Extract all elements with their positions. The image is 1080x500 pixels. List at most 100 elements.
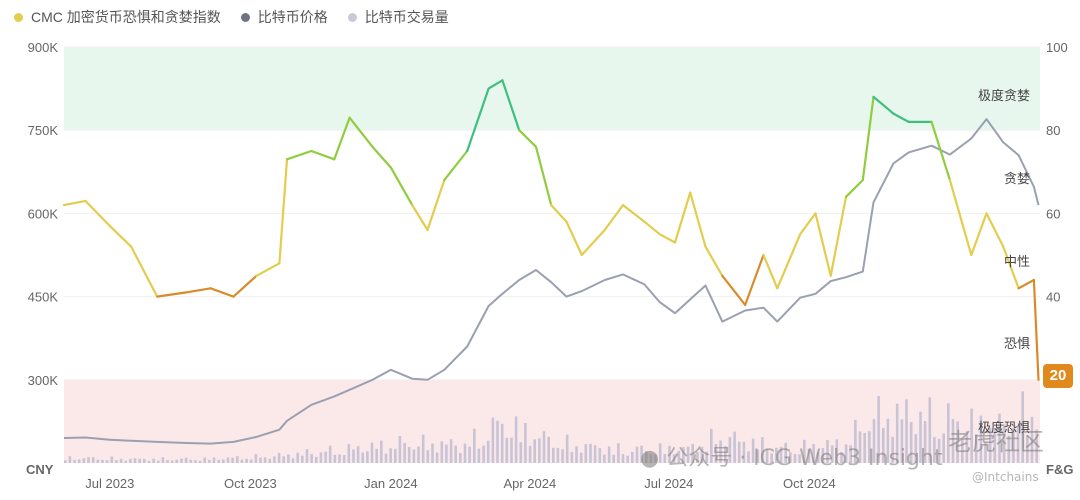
fg-line-segment (643, 220, 661, 236)
volume-bar (965, 431, 969, 463)
volume-bar (263, 457, 267, 463)
volume-bar (900, 419, 904, 463)
volume-bar (380, 440, 383, 463)
volume-bar (143, 458, 146, 463)
volume-bar (333, 454, 337, 463)
volume-bar (505, 437, 509, 463)
volume-bar (454, 445, 457, 463)
volume-bar (937, 438, 941, 463)
legend-dot-price (240, 12, 250, 22)
volume-bar (914, 434, 918, 463)
volume-bar (91, 457, 95, 463)
volume-bar (189, 459, 193, 463)
volume-bar (993, 430, 997, 463)
wechat-icon: ● (640, 446, 660, 471)
volume-bar (654, 454, 657, 463)
fg-line-segment (744, 253, 765, 306)
legend-item-price[interactable]: 比特币价格 (240, 7, 328, 27)
left-tick-label: 450K (28, 290, 59, 305)
volume-bar (361, 452, 364, 463)
fg-line-segment (466, 87, 490, 153)
volume-bar (315, 456, 318, 463)
volume-bar (737, 441, 741, 463)
volume-bar (231, 457, 234, 463)
legend-label-price: 比特币价格 (257, 9, 328, 25)
volume-bar (370, 442, 374, 463)
volume-bar (998, 413, 1001, 463)
volume-bar (222, 459, 225, 463)
legend-item-fg[interactable]: CMC 加密货币恐惧和贪婪指数 (14, 7, 221, 27)
volume-bar (180, 458, 183, 463)
volume-bar (598, 448, 602, 463)
price-line-group (63, 118, 1040, 445)
volume-bar (291, 458, 295, 463)
fg-line-segment (84, 199, 111, 227)
volume-bar (115, 460, 118, 463)
volume-bar (593, 445, 597, 463)
volume-bar (621, 454, 625, 463)
wechat-watermark: ● 公众号 · ICG Web3 Insight (640, 440, 943, 472)
volume-bar (872, 419, 876, 463)
left-tick-label: 600K (28, 206, 59, 221)
volume-bar (73, 459, 76, 463)
fg-line-segment (232, 274, 258, 298)
zone-label: 极度贪婪 (978, 88, 1030, 104)
volume-bar (431, 443, 434, 463)
right-tick-label: 40 (1046, 290, 1060, 305)
fg-line-segment (443, 149, 469, 182)
volume-bar (561, 449, 564, 463)
fg-line-segment (776, 233, 802, 290)
volume-bar (542, 431, 546, 463)
volume-bar (770, 453, 773, 463)
volume-bar (147, 460, 151, 463)
volume-bar (352, 449, 355, 463)
volume-bar (686, 446, 690, 463)
legend-item-volume[interactable]: 比特币交易量 (347, 7, 449, 27)
right-tick-label: 60 (1046, 206, 1060, 221)
wechat-watermark-text: 公众号 · ICG Web3 Insight (666, 446, 943, 471)
volume-bar (282, 456, 285, 463)
fg-line-segment (333, 116, 351, 161)
fg-line-segment (534, 145, 553, 207)
volume-bar (226, 457, 230, 463)
price-line (63, 118, 1040, 445)
volume-bar (375, 448, 378, 463)
volume-bar (417, 446, 420, 463)
volume-bar (640, 445, 643, 463)
volume-bar (394, 448, 397, 463)
volume-bar (203, 457, 206, 463)
volume-bar (366, 451, 369, 463)
fg-line-segment (970, 212, 988, 257)
volume-bar (82, 458, 86, 463)
volume-bar (77, 459, 81, 463)
volume-bar (245, 458, 248, 463)
volume-bar (747, 451, 750, 463)
volume-bar (775, 447, 778, 463)
volume-bar (974, 434, 978, 463)
volume-bar (528, 445, 532, 463)
right-tick-label: 80 (1046, 123, 1060, 138)
volume-bar (510, 437, 513, 463)
fg-line-segment (704, 245, 724, 277)
volume-bar (110, 456, 114, 463)
volume-bar (607, 446, 611, 463)
volume-bar (565, 434, 569, 463)
volume-bar (1021, 391, 1024, 463)
volume-bar (1030, 416, 1034, 463)
volume-bar (649, 454, 653, 463)
volume-bar (933, 437, 936, 463)
volume-bar (1007, 435, 1011, 463)
fg-line-segment (1017, 278, 1036, 290)
volume-bar (835, 439, 839, 463)
volume-bar (486, 440, 490, 463)
volume-bar (854, 419, 857, 463)
volume-bar (87, 457, 90, 463)
volume-bar (296, 452, 299, 463)
volume-bar (923, 421, 927, 463)
legend: CMC 加密货币恐惧和贪婪指数 比特币价格 比特币交易量 (14, 7, 449, 27)
volume-bar (919, 411, 922, 463)
left-tick-label: 750K (28, 123, 59, 138)
volume-bar (435, 452, 439, 463)
volume-bar (886, 418, 890, 463)
